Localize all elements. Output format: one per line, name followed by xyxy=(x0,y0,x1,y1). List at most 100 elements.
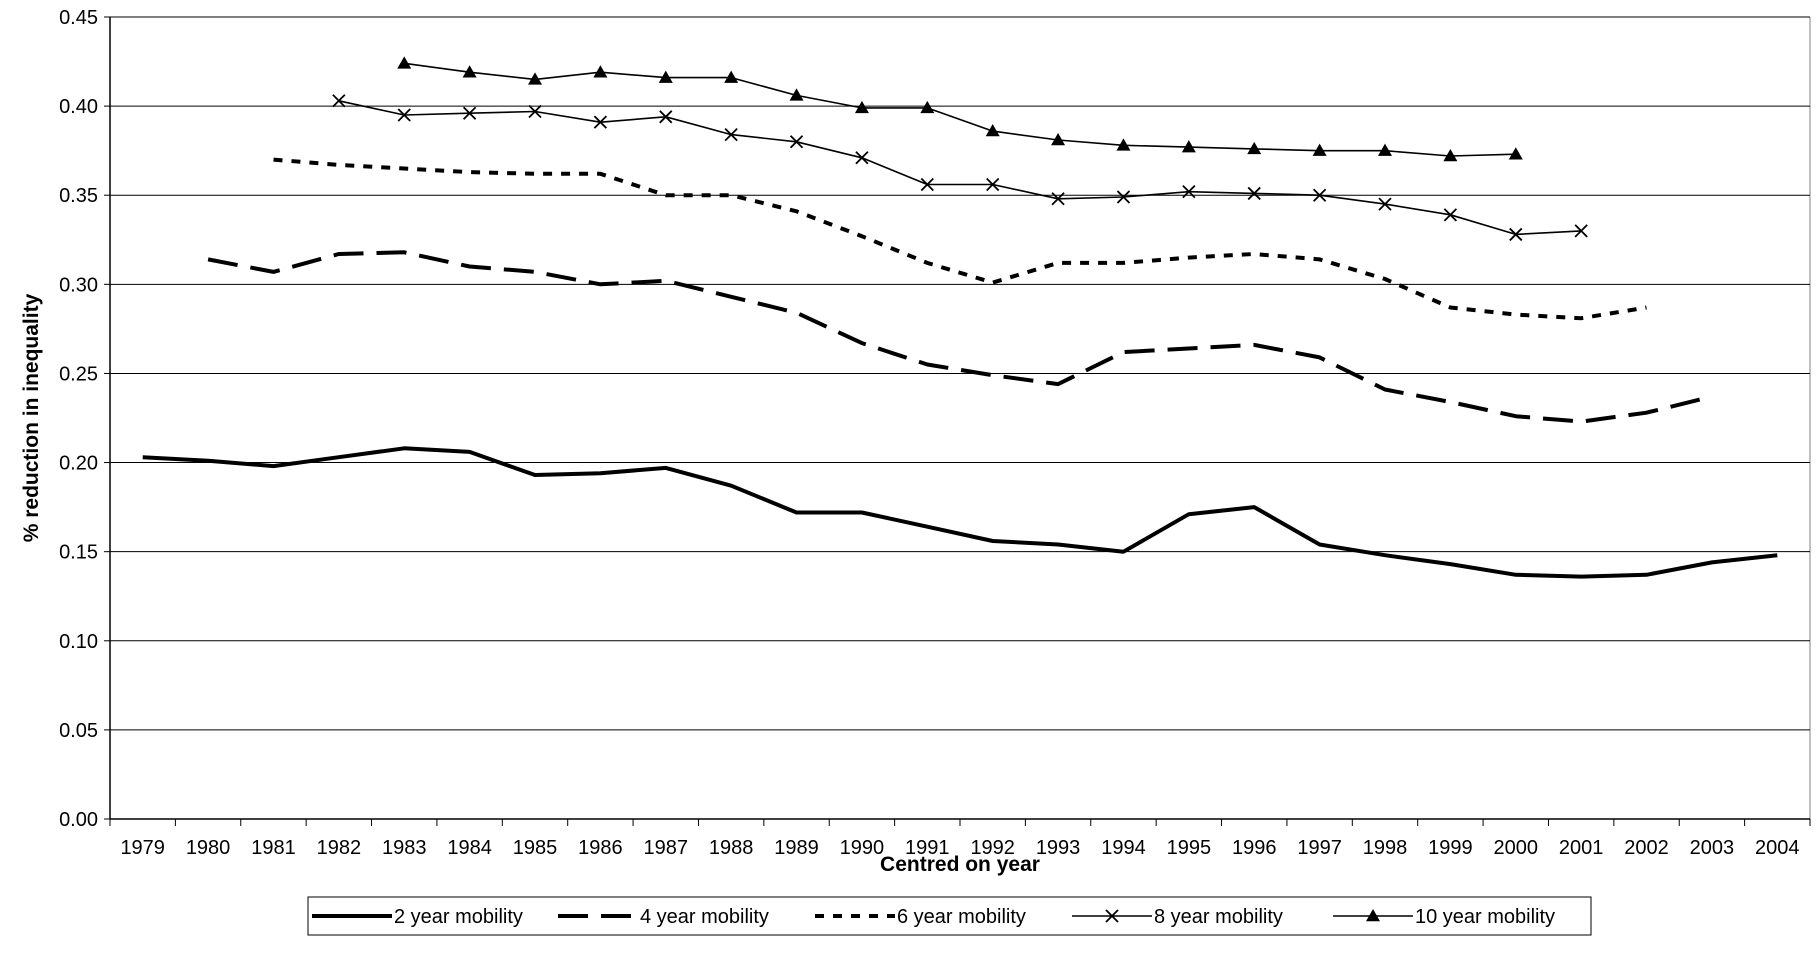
data-point xyxy=(1051,192,1065,206)
legend: 2 year mobility 4 year mobility 6 year mob… xyxy=(307,896,1592,936)
x-tick-label: 1985 xyxy=(513,837,558,859)
data-point xyxy=(1051,132,1066,146)
x-tick-label: 1994 xyxy=(1101,837,1146,859)
data-point xyxy=(1312,143,1327,156)
data-point xyxy=(528,72,542,85)
x-axis-title: Centred on year xyxy=(880,853,1040,876)
data-point xyxy=(1378,143,1392,156)
data-point xyxy=(1182,185,1196,199)
data-point xyxy=(1509,227,1523,242)
x-tick-label: 1980 xyxy=(186,837,231,859)
legend-marker xyxy=(1366,909,1380,922)
legend-label: 4 year mobility xyxy=(640,906,769,928)
legend-label: 6 year mobility xyxy=(897,906,1026,928)
data-point xyxy=(1574,224,1588,238)
data-point xyxy=(593,115,608,129)
y-tick-label: 0.20 xyxy=(59,453,98,475)
data-point xyxy=(332,94,346,108)
series-line xyxy=(207,250,1713,424)
x-tick-label: 1998 xyxy=(1363,837,1408,859)
data-point xyxy=(1312,188,1327,202)
legend-marker xyxy=(1105,909,1119,923)
data-point xyxy=(789,88,804,101)
x-tick-label: 2003 xyxy=(1690,837,1735,859)
data-point xyxy=(1443,149,1458,162)
y-tick-label: 0.40 xyxy=(59,96,98,118)
data-point xyxy=(1508,147,1523,160)
x-tick-label: 1987 xyxy=(644,837,689,859)
x-tick-label: 2000 xyxy=(1494,837,1539,859)
y-tick-label: 0.00 xyxy=(59,809,98,831)
legend-label: 8 year mobility xyxy=(1154,906,1283,928)
y-axis-title: % reduction in inequality xyxy=(20,293,43,542)
data-point xyxy=(1116,138,1131,151)
x-tick-label: 1999 xyxy=(1428,837,1473,859)
legend-label: 10 year mobility xyxy=(1415,906,1555,928)
y-tick-label: 0.35 xyxy=(59,185,98,207)
data-point xyxy=(462,106,477,120)
data-point xyxy=(724,127,738,142)
axes xyxy=(104,16,1811,826)
gridlines xyxy=(110,16,1811,819)
series-line xyxy=(404,62,1516,157)
x-tick-label: 1989 xyxy=(774,837,819,859)
data-point xyxy=(1443,208,1458,222)
legend-label: 2 year mobility xyxy=(394,906,523,928)
data-point xyxy=(397,56,412,69)
x-tick-label: 1981 xyxy=(251,837,296,859)
data-point xyxy=(659,110,673,124)
data-point xyxy=(593,65,608,78)
series-line xyxy=(142,446,1778,579)
data-point xyxy=(1247,186,1261,201)
data-point xyxy=(1181,140,1196,153)
series-3 xyxy=(332,94,1588,242)
x-tick-label: 2001 xyxy=(1559,837,1604,859)
x-tick-label: 2004 xyxy=(1755,837,1800,859)
data-point xyxy=(1116,190,1131,204)
x-tick-label: 1993 xyxy=(1036,837,1081,859)
data-point xyxy=(985,124,1000,137)
y-tick-label: 0.45 xyxy=(59,7,98,29)
data-point xyxy=(1247,141,1262,155)
x-tick-label: 1979 xyxy=(120,837,165,859)
data-point xyxy=(658,70,673,83)
data-point xyxy=(855,151,869,165)
series-line xyxy=(273,157,1647,321)
x-tick-label: 1991 xyxy=(905,837,950,859)
x-tick-label: 1988 xyxy=(709,837,754,859)
series-4 xyxy=(397,56,1523,162)
data-point xyxy=(528,104,542,119)
y-tick-label: 0.30 xyxy=(59,274,98,296)
series-line xyxy=(338,100,1582,236)
x-tick-label: 1982 xyxy=(317,837,362,859)
x-tick-label: 1986 xyxy=(578,837,623,859)
series-2 xyxy=(273,157,1647,321)
x-tick-label: 1984 xyxy=(447,837,492,859)
y-tick-label: 0.25 xyxy=(59,363,98,385)
data-point xyxy=(397,108,411,122)
x-tick-label: 1983 xyxy=(382,837,427,859)
data-point xyxy=(724,70,739,83)
series-1 xyxy=(207,250,1713,424)
tick-labels: 0.00 0.05 0.10 0.15 0.20 0.25 0.30 0.35 0.40 0.45… xyxy=(59,7,1799,859)
data-point xyxy=(1378,197,1392,211)
data-point xyxy=(462,65,477,78)
data-point xyxy=(920,100,935,114)
x-tick-label: 1997 xyxy=(1297,837,1342,859)
x-tick-label: 1995 xyxy=(1167,837,1212,859)
data-point xyxy=(986,177,1000,192)
x-tick-label: 1992 xyxy=(970,837,1015,859)
data-point xyxy=(920,177,934,192)
data-point xyxy=(854,100,869,114)
series-0 xyxy=(142,446,1778,579)
data-point xyxy=(789,135,804,149)
series-lines xyxy=(142,56,1778,579)
x-tick-label: 1996 xyxy=(1232,837,1277,859)
y-tick-label: 0.15 xyxy=(59,542,98,564)
x-tick-label: 2002 xyxy=(1624,837,1669,859)
x-tick-label: 1990 xyxy=(840,837,885,859)
y-tick-label: 0.10 xyxy=(59,631,98,653)
y-tick-label: 0.05 xyxy=(59,720,98,742)
